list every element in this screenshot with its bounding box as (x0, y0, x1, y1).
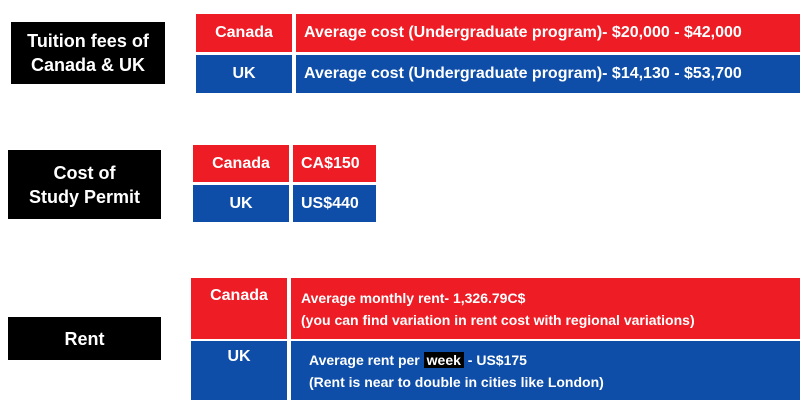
permit-uk-value: US$440 (293, 185, 376, 222)
rent-uk-line1: Average rent per week - US$175 (309, 349, 527, 371)
tuition-label: Tuition fees of Canada & UK (11, 22, 165, 84)
rent-uk-value: Average rent per week - US$175 (Rent is … (291, 341, 800, 400)
permit-uk-country: UK (193, 185, 289, 222)
rent-uk-week-highlight: week (423, 352, 464, 368)
rent-canada-value: Average monthly rent- 1,326.79C$ (you ca… (291, 278, 800, 339)
rent-label: Rent (8, 317, 161, 360)
tuition-uk-country: UK (196, 55, 292, 93)
permit-canada-value: CA$150 (293, 145, 376, 182)
rent-canada-country: Canada (191, 278, 287, 339)
tuition-canada-value: Average cost (Undergraduate program)- $2… (296, 14, 800, 52)
rent-uk-line2: (Rent is near to double in cities like L… (309, 374, 604, 390)
permit-canada-country: Canada (193, 145, 289, 182)
rent-canada-line1: Average monthly rent- 1,326.79C$ (301, 290, 526, 306)
rent-uk-country: UK (191, 341, 287, 400)
tuition-uk-value: Average cost (Undergraduate program)- $1… (296, 55, 800, 93)
rent-uk-line1-post: - US$175 (463, 352, 527, 368)
rent-canada-line2: (you can find variation in rent cost wit… (301, 312, 695, 328)
rent-uk-line1-pre: Average rent per (309, 352, 424, 368)
tuition-canada-country: Canada (196, 14, 292, 52)
permit-label: Cost of Study Permit (8, 150, 161, 219)
